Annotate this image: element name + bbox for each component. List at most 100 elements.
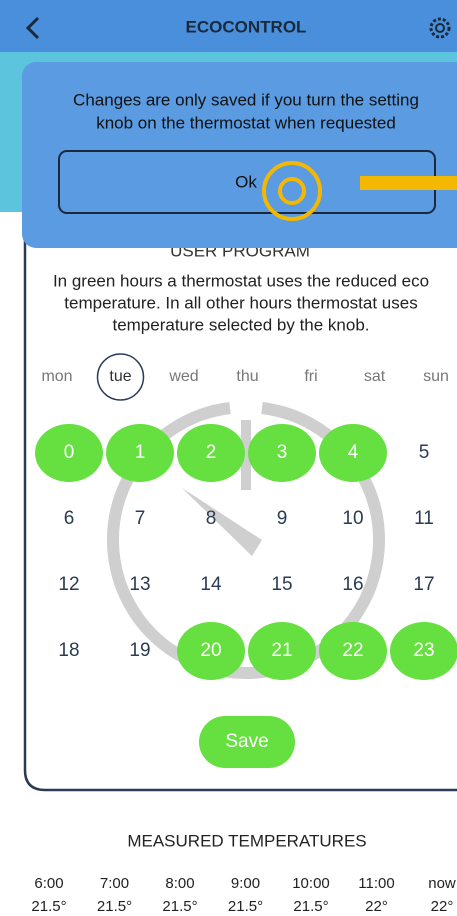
settings-button[interactable] <box>429 17 451 39</box>
hour-label: 20 <box>200 640 221 661</box>
eco-hour-bubble <box>106 424 174 482</box>
day-tab[interactable]: thu <box>236 368 258 385</box>
hour-cell[interactable]: 4 <box>319 424 387 482</box>
eco-hour-bubble <box>177 424 245 482</box>
hour-label: 18 <box>58 640 79 661</box>
hour-cell[interactable]: 5 <box>419 442 430 463</box>
reading-time: 6:00 <box>34 875 63 892</box>
hour-label: 17 <box>413 574 434 595</box>
eco-hour-bubble <box>390 622 457 680</box>
hour-label: 23 <box>413 640 434 661</box>
program-description: In green hours a thermostat uses the red… <box>53 271 429 290</box>
hour-cell[interactable]: 11 <box>414 508 434 529</box>
hour-cell[interactable]: 14 <box>200 574 222 595</box>
dialog: Changes are only saved if you turn the s… <box>22 62 457 248</box>
back-button[interactable] <box>25 16 40 40</box>
hour-label: 12 <box>58 574 79 595</box>
reading-temp: 21.5° <box>228 898 263 915</box>
eco-hour-bubble <box>248 622 316 680</box>
reading-temp: 22° <box>431 898 454 915</box>
dialog-box <box>22 62 457 248</box>
hour-cell[interactable]: 9 <box>277 508 288 529</box>
save-label: Save <box>225 731 268 752</box>
hour-cell[interactable]: 17 <box>413 574 434 595</box>
hour-label: 16 <box>342 574 363 595</box>
tap-annotation <box>262 161 457 221</box>
hour-label: 0 <box>64 442 75 463</box>
reading-temp: 21.5° <box>293 898 328 915</box>
app-title: ECOCONTROL <box>186 17 307 36</box>
day-tab[interactable]: sun <box>423 368 449 385</box>
hour-cell[interactable]: 16 <box>342 574 363 595</box>
day-tab[interactable]: sat <box>364 368 386 385</box>
reading-time: now <box>428 875 456 892</box>
header-bar <box>0 0 457 52</box>
hour-cell[interactable]: 15 <box>271 574 292 595</box>
hour-cell[interactable]: 23 <box>390 622 457 680</box>
measured-title: MEASURED TEMPERATURES <box>127 831 366 850</box>
hour-label: 9 <box>277 508 288 529</box>
day-tab[interactable]: tue <box>96 353 145 401</box>
reading-time: 11:00 <box>358 875 394 892</box>
hour-label: 14 <box>200 574 222 595</box>
eco-hour-bubble <box>319 424 387 482</box>
eco-hour-bubble <box>319 622 387 680</box>
day-tab[interactable]: mon <box>41 368 72 385</box>
reading-time: 10:00 <box>292 875 330 892</box>
hour-label: 15 <box>271 574 292 595</box>
program-description: temperature selected by the knob. <box>112 315 369 334</box>
hour-cell[interactable]: 13 <box>129 574 150 595</box>
hour-label: 22 <box>342 640 363 661</box>
hour-cell[interactable]: 0 <box>35 424 103 482</box>
hour-label: 10 <box>342 508 363 529</box>
hour-cell[interactable]: 6 <box>64 508 75 529</box>
eco-hour-bubble <box>248 424 316 482</box>
day-label: thu <box>236 368 258 385</box>
save-button[interactable]: Save <box>199 716 295 768</box>
dialog-message: Changes are only saved if you turn the s… <box>73 90 419 109</box>
day-label: sun <box>423 368 449 385</box>
hour-cell[interactable]: 21 <box>248 622 316 680</box>
hour-label: 11 <box>414 508 434 529</box>
hour-cell[interactable]: 10 <box>342 508 363 529</box>
hour-cell[interactable]: 2 <box>177 424 245 482</box>
dialog-message: knob on the thermostat when requested <box>96 113 396 132</box>
hour-cell[interactable]: 19 <box>129 640 150 661</box>
day-selected-ring <box>96 353 145 401</box>
reading-temp: 21.5° <box>31 898 66 915</box>
reading-time: 8:00 <box>165 875 194 892</box>
reading-temp: 21.5° <box>97 898 132 915</box>
hour-cell[interactable]: 3 <box>248 424 316 482</box>
eco-hour-bubble <box>35 424 103 482</box>
hour-cell[interactable]: 22 <box>319 622 387 680</box>
reading-time: 7:00 <box>100 875 129 892</box>
day-tab[interactable]: fri <box>304 368 317 385</box>
hour-cell[interactable]: 8 <box>206 508 217 529</box>
hour-cell[interactable]: 18 <box>58 640 79 661</box>
hour-cell[interactable]: 7 <box>135 508 146 529</box>
hour-cell[interactable]: 20 <box>177 622 245 680</box>
hour-label: 2 <box>206 442 217 463</box>
hour-label: 6 <box>64 508 75 529</box>
hour-label: 5 <box>419 442 430 463</box>
reading-time: 9:00 <box>231 875 260 892</box>
hour-label: 19 <box>129 640 150 661</box>
reading-temp: 22° <box>365 898 388 915</box>
day-label: fri <box>304 368 317 385</box>
reading-temp: 21.5° <box>162 898 197 915</box>
day-label: wed <box>168 368 198 385</box>
hour-label: 8 <box>206 508 217 529</box>
hour-label: 1 <box>135 442 146 463</box>
hour-cell[interactable]: 1 <box>106 424 174 482</box>
day-label: mon <box>41 368 72 385</box>
hour-label: 3 <box>277 442 288 463</box>
hour-label: 13 <box>129 574 150 595</box>
program-description: temperature. In all other hours thermost… <box>64 293 417 312</box>
day-label: sat <box>364 368 386 385</box>
day-label: tue <box>109 368 131 385</box>
hour-cell[interactable]: 12 <box>58 574 79 595</box>
hour-label: 4 <box>348 442 359 463</box>
day-tab[interactable]: wed <box>168 368 198 385</box>
